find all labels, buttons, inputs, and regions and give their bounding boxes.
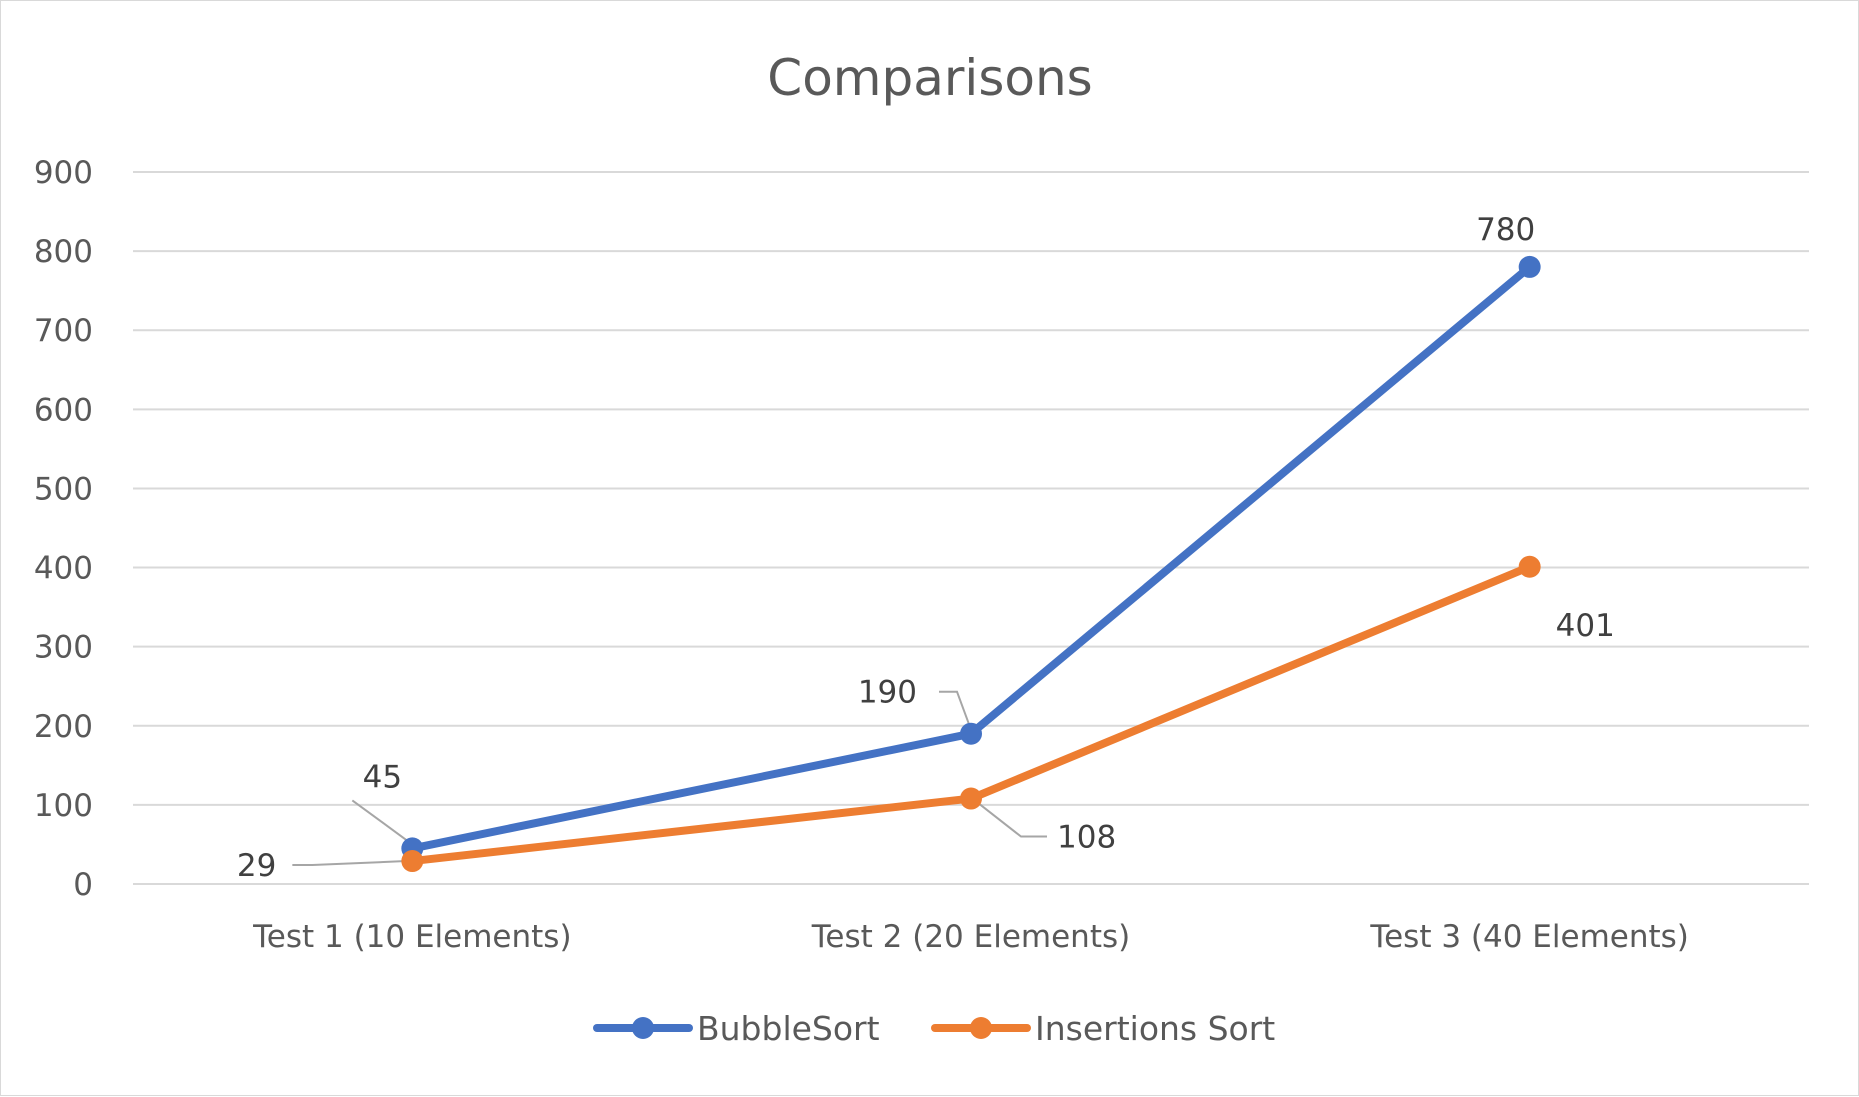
y-tick-label: 400 [34, 551, 93, 587]
data-label-leaders [292, 690, 1047, 867]
data-label: 29 [237, 848, 276, 884]
data-point [1518, 255, 1541, 278]
y-axis-tick-labels: 0 100 200 300 400 500 600 700 800 900 [34, 155, 93, 903]
x-tick-label: Test 2 (20 Elements) [811, 919, 1130, 955]
data-point [401, 850, 424, 873]
x-axis-tick-labels: Test 1 (10 Elements) Test 2 (20 Elements)… [252, 919, 1689, 955]
leader-line [351, 799, 413, 846]
y-tick-label: 800 [34, 234, 93, 270]
data-point [960, 722, 982, 745]
series-lines [401, 255, 1541, 873]
leader-line [974, 799, 1047, 838]
data-label: 780 [1476, 212, 1535, 248]
legend: BubbleSort Insertions Sort [593, 1009, 1275, 1048]
data-label: 401 [1556, 608, 1615, 644]
x-tick-label: Test 1 (10 Elements) [252, 919, 571, 955]
data-point [960, 787, 982, 810]
y-tick-label: 500 [34, 471, 93, 507]
data-label: 190 [858, 675, 917, 711]
leader-line [292, 860, 407, 867]
legend-marker [970, 1017, 992, 1039]
y-tick-label: 700 [34, 313, 93, 349]
chart-title: Comparisons [767, 49, 1092, 107]
y-tick-label: 200 [34, 709, 93, 745]
data-label: 108 [1057, 820, 1116, 856]
legend-label: Insertions Sort [1035, 1009, 1275, 1048]
gridlines [133, 171, 1809, 885]
data-label: 45 [363, 759, 402, 795]
legend-label: BubbleSort [697, 1009, 880, 1048]
y-tick-label: 300 [34, 630, 93, 666]
leader-line [939, 690, 972, 731]
y-tick-label: 0 [73, 867, 93, 903]
y-tick-label: 100 [34, 788, 93, 824]
legend-marker [632, 1017, 654, 1039]
data-labels: 45 190 780 29 108 401 [237, 212, 1615, 884]
x-tick-label: Test 3 (40 Elements) [1369, 919, 1688, 955]
series-line-0 [408, 262, 1534, 853]
y-tick-label: 900 [34, 155, 93, 191]
data-point [1518, 555, 1541, 578]
y-tick-label: 600 [34, 392, 93, 428]
